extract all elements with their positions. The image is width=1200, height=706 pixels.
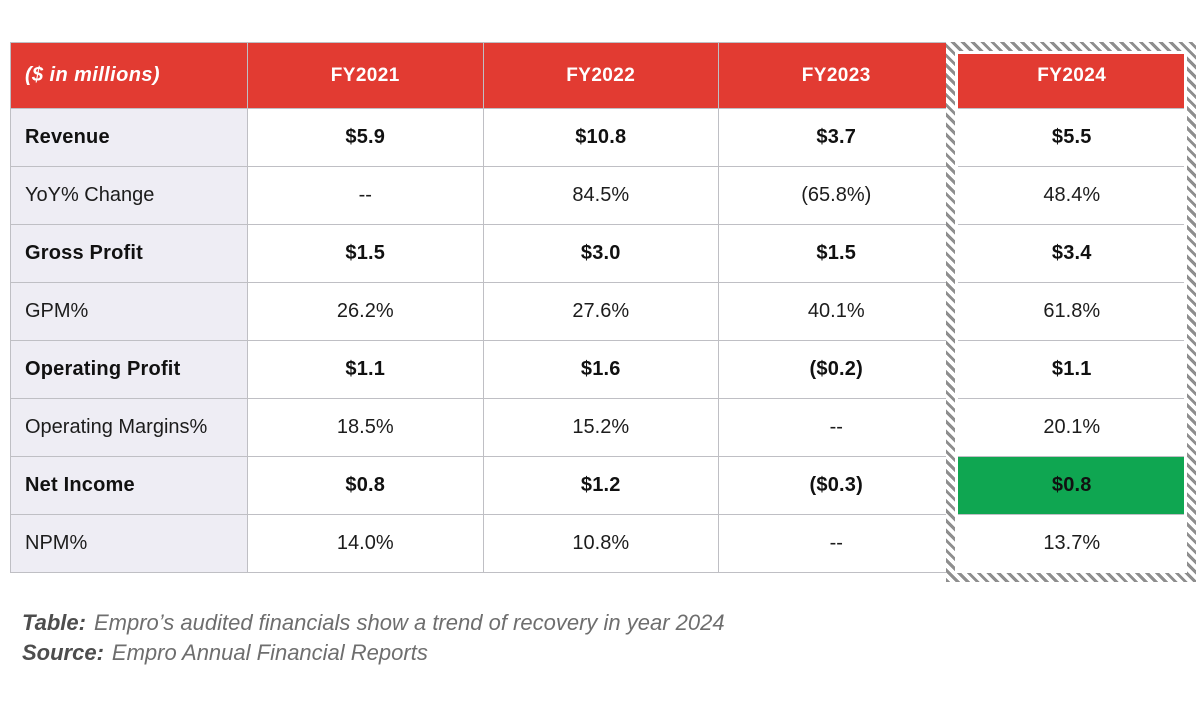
cell-gpm-fy2024: 61.8% — [953, 282, 1190, 341]
cell-gpm-fy2023: 40.1% — [718, 282, 955, 341]
row-label-revenue: Revenue — [10, 108, 248, 167]
table-row-operating-margins: Operating Margins% 18.5% 15.2% -- 20.1% — [10, 398, 1190, 457]
unit-header-cell: ($ in millions) — [10, 42, 248, 109]
cell-npm-fy2024: 13.7% — [953, 514, 1190, 573]
cell-revenue-fy2021: $5.9 — [247, 108, 484, 167]
cell-gpm-fy2022: 27.6% — [482, 282, 719, 341]
cell-revenue-fy2023: $3.7 — [718, 108, 955, 167]
col-header-fy2023: FY2023 — [718, 42, 955, 109]
table-row-yoy-change: YoY% Change -- 84.5% (65.8%) 48.4% — [10, 166, 1190, 225]
row-label-operating-margins: Operating Margins% — [10, 398, 248, 457]
col-header-fy2022: FY2022 — [482, 42, 719, 109]
row-label-gross-profit: Gross Profit — [10, 224, 248, 283]
cell-yoy-fy2022: 84.5% — [482, 166, 719, 225]
table-row-net-income: Net Income $0.8 $1.2 ($0.3) $0.8 — [10, 456, 1190, 515]
row-label-yoy-change: YoY% Change — [10, 166, 248, 225]
row-label-net-income: Net Income — [10, 456, 248, 515]
caption-table-line: Table: Empro’s audited financials show a … — [22, 608, 725, 638]
cell-operating-margins-fy2021: 18.5% — [247, 398, 484, 457]
col-header-fy2021: FY2021 — [247, 42, 484, 109]
table-row-operating-profit: Operating Profit $1.1 $1.6 ($0.2) $1.1 — [10, 340, 1190, 399]
caption-table-text: Empro’s audited financials show a trend … — [93, 610, 725, 635]
row-label-npm: NPM% — [10, 514, 248, 573]
table-row-gpm: GPM% 26.2% 27.6% 40.1% 61.8% — [10, 282, 1190, 341]
table-header-row: ($ in millions) FY2021 FY2022 FY2023 FY2… — [10, 42, 1190, 109]
financials-table: ($ in millions) FY2021 FY2022 FY2023 FY2… — [10, 42, 1190, 573]
caption-table-label: Table: — [22, 610, 86, 635]
cell-operating-margins-fy2023: -- — [718, 398, 955, 457]
cell-gross-profit-fy2021: $1.5 — [247, 224, 484, 283]
cell-net-income-fy2024-highlighted: $0.8 — [953, 456, 1190, 515]
table-row-npm: NPM% 14.0% 10.8% -- 13.7% — [10, 514, 1190, 573]
col-header-fy2024: FY2024 — [953, 42, 1190, 109]
cell-operating-profit-fy2021: $1.1 — [247, 340, 484, 399]
row-label-gpm: GPM% — [10, 282, 248, 341]
cell-revenue-fy2024: $5.5 — [953, 108, 1190, 167]
cell-gross-profit-fy2024: $3.4 — [953, 224, 1190, 283]
caption-source-line: Source: Empro Annual Financial Reports — [22, 638, 725, 668]
cell-net-income-fy2022: $1.2 — [482, 456, 719, 515]
caption-source-text: Empro Annual Financial Reports — [111, 640, 428, 665]
cell-operating-profit-fy2024: $1.1 — [953, 340, 1190, 399]
cell-npm-fy2022: 10.8% — [482, 514, 719, 573]
cell-npm-fy2021: 14.0% — [247, 514, 484, 573]
row-label-operating-profit: Operating Profit — [10, 340, 248, 399]
cell-net-income-fy2021: $0.8 — [247, 456, 484, 515]
cell-npm-fy2023: -- — [718, 514, 955, 573]
cell-net-income-fy2023: ($0.3) — [718, 456, 955, 515]
cell-operating-profit-fy2023: ($0.2) — [718, 340, 955, 399]
cell-gross-profit-fy2022: $3.0 — [482, 224, 719, 283]
cell-operating-margins-fy2024: 20.1% — [953, 398, 1190, 457]
cell-revenue-fy2022: $10.8 — [482, 108, 719, 167]
cell-gpm-fy2021: 26.2% — [247, 282, 484, 341]
cell-yoy-fy2021: -- — [247, 166, 484, 225]
cell-yoy-fy2024: 48.4% — [953, 166, 1190, 225]
table-row-gross-profit: Gross Profit $1.5 $3.0 $1.5 $3.4 — [10, 224, 1190, 283]
cell-yoy-fy2023: (65.8%) — [718, 166, 955, 225]
table-row-revenue: Revenue $5.9 $10.8 $3.7 $5.5 — [10, 108, 1190, 167]
cell-operating-profit-fy2022: $1.6 — [482, 340, 719, 399]
cell-operating-margins-fy2022: 15.2% — [482, 398, 719, 457]
caption-source-label: Source: — [22, 640, 104, 665]
figure-caption: Table: Empro’s audited financials show a … — [22, 608, 725, 668]
cell-gross-profit-fy2023: $1.5 — [718, 224, 955, 283]
